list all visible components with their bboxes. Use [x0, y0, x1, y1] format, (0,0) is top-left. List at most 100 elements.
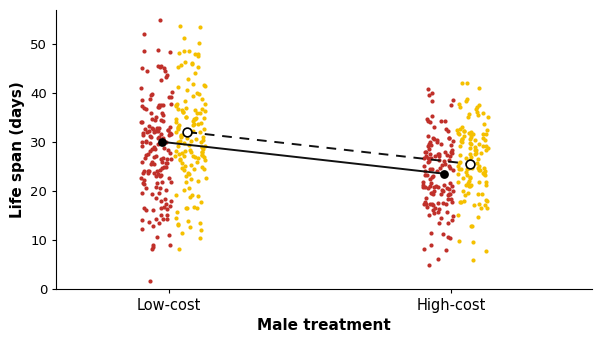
Point	[154, 135, 163, 141]
Point	[465, 158, 474, 163]
Point	[423, 116, 432, 122]
Point	[185, 130, 195, 135]
Point	[482, 147, 491, 152]
Point	[200, 157, 209, 163]
Point	[158, 135, 168, 141]
Point	[445, 191, 455, 197]
Point	[187, 61, 197, 66]
Point	[445, 153, 455, 159]
Point	[468, 257, 478, 263]
Point	[180, 163, 190, 169]
Point	[197, 106, 207, 112]
Point	[137, 191, 147, 196]
Point	[161, 187, 171, 193]
Point	[196, 139, 206, 144]
Point	[166, 243, 175, 248]
Point	[158, 156, 168, 161]
Point	[441, 126, 451, 132]
Point	[158, 102, 167, 108]
Point	[430, 188, 439, 193]
Point	[190, 51, 199, 57]
Point	[427, 201, 436, 206]
Point	[185, 147, 195, 153]
Point	[465, 184, 474, 189]
Point	[147, 191, 157, 197]
Point	[147, 159, 157, 165]
Point	[427, 174, 436, 180]
Point	[137, 65, 147, 70]
Point	[141, 152, 150, 158]
Point	[156, 118, 166, 123]
Point	[188, 128, 198, 134]
Point	[166, 125, 175, 130]
Point	[436, 118, 446, 123]
Point	[427, 166, 437, 172]
Point	[420, 201, 429, 206]
Point	[447, 147, 456, 153]
Point	[197, 96, 207, 102]
Point	[454, 160, 464, 166]
Point	[181, 205, 191, 210]
Point	[453, 163, 463, 168]
Point	[427, 98, 437, 104]
Point	[163, 207, 172, 212]
Point	[423, 159, 433, 165]
Point	[456, 166, 465, 172]
Point	[156, 156, 166, 162]
Point	[196, 227, 205, 233]
Point	[463, 190, 473, 196]
Point	[137, 103, 147, 109]
Point	[178, 107, 187, 113]
Point	[424, 146, 433, 151]
Point	[424, 262, 434, 267]
Point	[179, 141, 188, 146]
Point	[443, 234, 453, 240]
Point	[474, 179, 483, 185]
Point	[453, 127, 462, 133]
Point	[467, 224, 476, 229]
Point	[483, 205, 492, 211]
Point	[181, 98, 190, 104]
Point	[455, 131, 464, 136]
Point	[468, 165, 477, 171]
Point	[197, 149, 207, 154]
Point	[150, 129, 160, 134]
Point	[478, 170, 488, 176]
Point	[139, 177, 149, 183]
Point	[137, 120, 146, 125]
Point	[462, 172, 472, 177]
Point	[480, 168, 490, 174]
Point	[456, 104, 465, 110]
Point	[479, 165, 488, 171]
Point	[154, 104, 164, 109]
Point	[184, 186, 194, 191]
Point	[144, 123, 154, 129]
Point	[427, 113, 436, 119]
Point	[141, 139, 151, 144]
Point	[182, 205, 191, 211]
Point	[199, 115, 208, 120]
Point	[483, 145, 492, 151]
Point	[434, 153, 444, 159]
Point	[445, 235, 455, 240]
Point	[467, 133, 476, 138]
Point	[454, 166, 464, 172]
Point	[149, 162, 158, 167]
Point	[481, 197, 491, 202]
Point	[149, 145, 159, 150]
Point	[199, 127, 209, 132]
Point	[152, 184, 161, 190]
Point	[482, 198, 492, 203]
Point	[462, 169, 471, 175]
Point	[194, 155, 203, 161]
Point	[447, 150, 457, 156]
Point	[153, 129, 163, 134]
Point	[166, 156, 176, 162]
Point	[420, 164, 429, 169]
Point	[448, 97, 458, 102]
Point	[467, 130, 476, 135]
Point	[144, 168, 154, 173]
Point	[473, 191, 483, 197]
Point	[193, 51, 202, 57]
Point	[158, 113, 167, 118]
